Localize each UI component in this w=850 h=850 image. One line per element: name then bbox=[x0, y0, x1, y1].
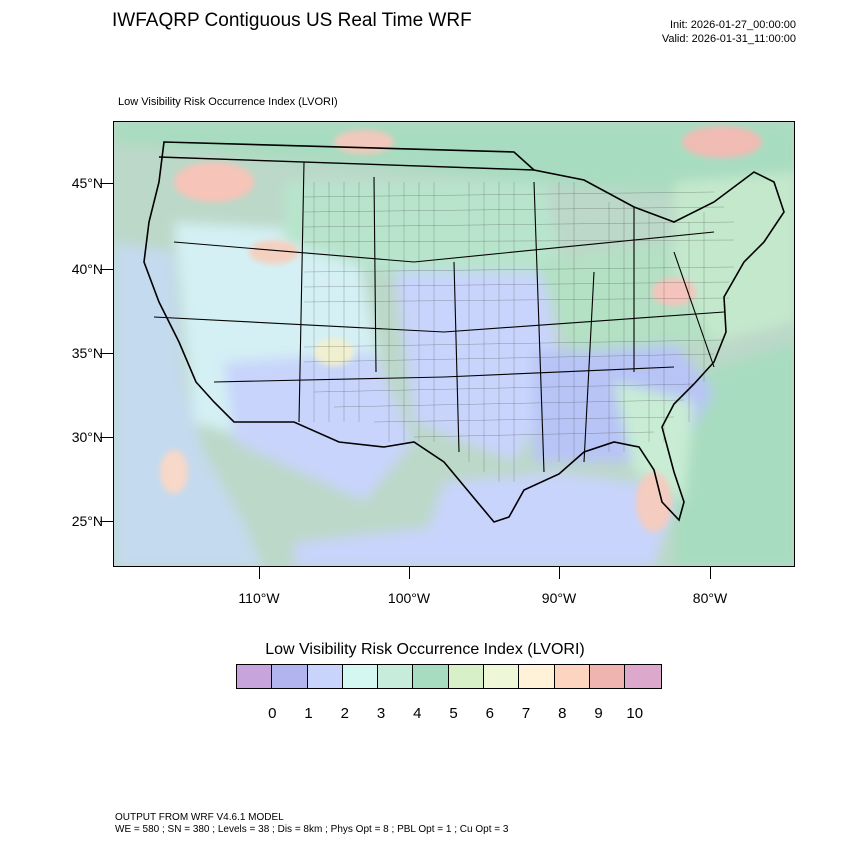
legend-tick-label: 1 bbox=[304, 705, 313, 722]
legend-swatch bbox=[519, 665, 555, 688]
main-title: IWFAQRP Contiguous US Real Time WRF bbox=[112, 10, 472, 31]
legend-swatch bbox=[237, 665, 273, 688]
legend-tick-label: 0 bbox=[268, 705, 277, 722]
legend-swatch bbox=[307, 665, 343, 688]
lon-tick bbox=[559, 567, 560, 579]
lon-label-90w: 90°W bbox=[541, 590, 577, 606]
legend-tick-label: 6 bbox=[485, 705, 494, 722]
legend-swatch bbox=[589, 665, 626, 688]
lat-tick bbox=[100, 269, 113, 270]
lon-tick bbox=[259, 567, 260, 579]
legend-tick-label: 9 bbox=[594, 705, 603, 722]
lon-label-80w: 80°W bbox=[692, 590, 728, 606]
footer-config-line: WE = 580 ; SN = 380 ; Levels = 38 ; Dis … bbox=[115, 824, 509, 835]
legend-swatch bbox=[342, 665, 379, 688]
footer-model-line: OUTPUT FROM WRF V4.6.1 MODEL bbox=[115, 812, 284, 823]
legend-swatch bbox=[448, 665, 485, 688]
legend-tick-label: 8 bbox=[558, 705, 567, 722]
legend-tick-label: 4 bbox=[413, 705, 422, 722]
legend-tick-label: 5 bbox=[449, 705, 458, 722]
lon-tick bbox=[710, 567, 711, 579]
lat-label-40: 40°N bbox=[71, 261, 103, 277]
init-time: Init: 2026-01-27_00:00:00 bbox=[670, 19, 796, 31]
lat-label-35: 35°N bbox=[71, 345, 103, 361]
lat-tick bbox=[100, 353, 113, 354]
lat-tick bbox=[100, 183, 113, 184]
lon-label-110w: 110°W bbox=[238, 590, 280, 606]
legend-colorbar bbox=[236, 664, 662, 689]
lon-label-100w: 100°W bbox=[387, 590, 431, 606]
lvori-map bbox=[114, 122, 794, 566]
legend-swatch bbox=[378, 665, 414, 688]
lat-label-30: 30°N bbox=[71, 429, 103, 445]
panel-title: Low Visibility Risk Occurrence Index (LV… bbox=[118, 96, 338, 108]
lon-tick bbox=[409, 567, 410, 579]
legend-tick-label: 3 bbox=[376, 705, 386, 722]
lat-label-45: 45°N bbox=[71, 175, 103, 191]
map-panel bbox=[113, 121, 795, 567]
legend-tick-label: 7 bbox=[521, 705, 531, 722]
legend-tick-label: 2 bbox=[340, 705, 349, 722]
lat-label-25: 25°N bbox=[71, 513, 103, 529]
legend-swatch bbox=[554, 665, 590, 688]
legend-swatch bbox=[413, 665, 449, 688]
legend-swatch bbox=[625, 665, 661, 688]
lat-tick bbox=[100, 437, 113, 438]
boundaries bbox=[143, 141, 785, 523]
valid-time: Valid: 2026-01-31_11:00:00 bbox=[661, 33, 796, 45]
legend-swatch bbox=[484, 665, 520, 688]
legend-tick-label: 10 bbox=[626, 705, 644, 722]
legend-swatch bbox=[272, 665, 308, 688]
lat-tick bbox=[100, 521, 113, 522]
legend-title: Low Visibility Risk Occurrence Index (LV… bbox=[265, 641, 585, 658]
